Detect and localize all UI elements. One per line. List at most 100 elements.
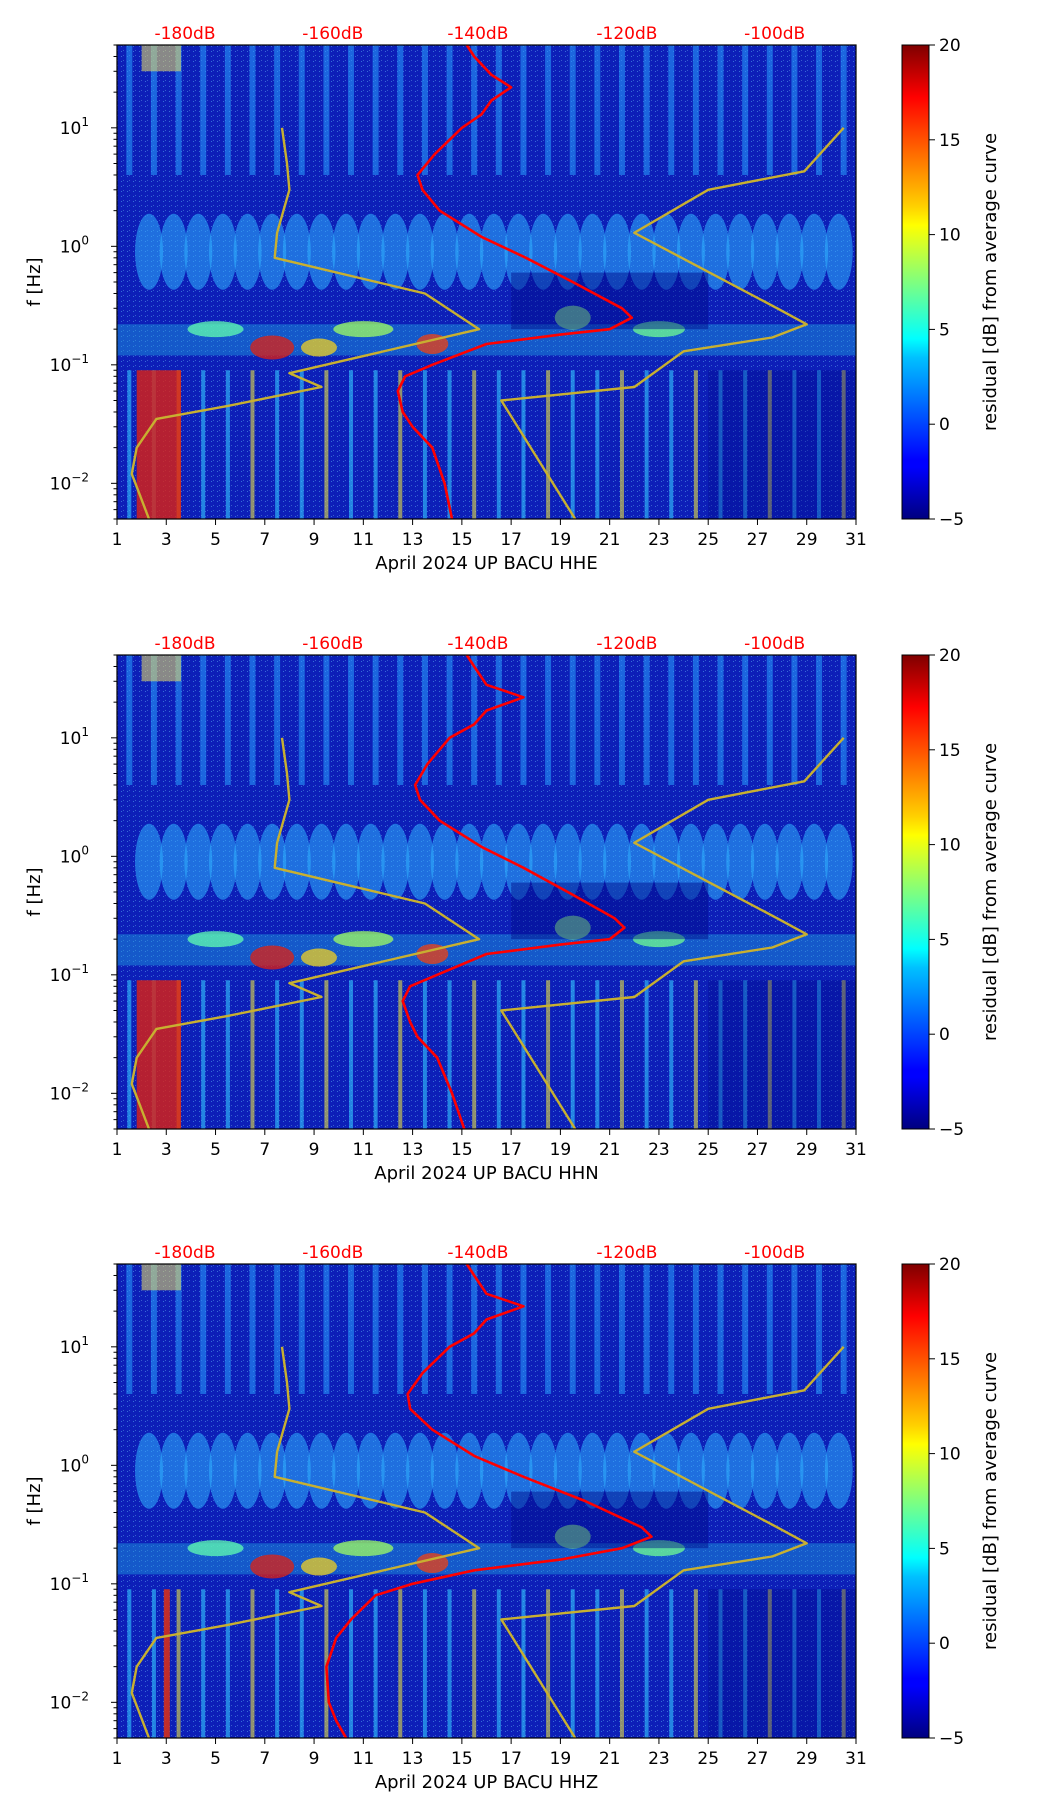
- db-scale-label: -160dB: [302, 1243, 363, 1263]
- x-tick-label: 5: [210, 1140, 221, 1160]
- colorbar-tick-label: 10: [939, 836, 961, 856]
- colorbar: 20 15 10 5 0 −5 residual [dB] from average cur…: [901, 36, 1001, 530]
- x-tick-label: 23: [648, 1140, 670, 1160]
- colorbar-tick-label: 20: [939, 646, 961, 666]
- noise-model-lower-curve: [130, 1346, 481, 1738]
- x-tick-label: 1: [112, 530, 123, 550]
- colorbar-label: residual [dB] from average curve: [980, 1352, 1001, 1650]
- x-tick-label: 9: [309, 1140, 320, 1160]
- x-tick-label: 3: [161, 1749, 172, 1769]
- x-tick-label: 25: [697, 1749, 719, 1769]
- x-tick-label: 27: [747, 1749, 769, 1769]
- colorbar-gradient: [901, 654, 930, 1130]
- x-axis-label: April 2024 UP BACU HHN: [374, 1163, 599, 1184]
- colorbar-tick-label: 0: [939, 1634, 950, 1654]
- x-tick-label: 7: [259, 530, 270, 550]
- colorbar-tick-label: 10: [939, 1445, 961, 1465]
- x-tick-label: 29: [796, 1140, 818, 1160]
- x-tick-label: 29: [796, 530, 818, 550]
- x-tick-label: 27: [747, 1140, 769, 1160]
- x-tick-label: 19: [550, 1140, 572, 1160]
- x-tick-label: 29: [796, 1749, 818, 1769]
- db-scale-label: -120dB: [596, 24, 657, 44]
- db-scale-label: -180dB: [154, 634, 215, 654]
- y-tick-label: 101: [60, 115, 89, 139]
- colorbar-tick-label: 20: [939, 36, 961, 56]
- colorbar-tick-label: 10: [939, 226, 961, 246]
- spectrogram-image: [117, 655, 856, 1129]
- y-tick-label: 100: [60, 1452, 89, 1476]
- x-tick-label: 15: [451, 1749, 473, 1769]
- x-tick-label: 19: [550, 1749, 572, 1769]
- x-tick-label: 1: [112, 1749, 123, 1769]
- x-tick-label: 5: [210, 530, 221, 550]
- db-scale-label: -160dB: [302, 24, 363, 44]
- x-tick-label: 9: [309, 1749, 320, 1769]
- colorbar-tick-label: −5: [939, 1120, 964, 1140]
- y-tick-label: 100: [60, 233, 89, 257]
- x-tick-label: 7: [259, 1749, 270, 1769]
- x-tick-label: 3: [161, 1140, 172, 1160]
- x-tick-label: 13: [402, 1140, 424, 1160]
- colorbar-tick-label: 20: [939, 1255, 961, 1275]
- colorbar-tick-label: 5: [939, 1539, 950, 1559]
- x-tick-label: 17: [500, 1749, 522, 1769]
- noise-model-upper-curve: [500, 126, 845, 519]
- db-scale-label: -120dB: [596, 634, 657, 654]
- y-tick-label: 10−1: [50, 962, 89, 986]
- y-axis-label: f [Hz]: [24, 1476, 45, 1525]
- db-scale-label: -140dB: [447, 1243, 508, 1263]
- colorbar-gradient: [901, 44, 930, 520]
- x-tick-label: 3: [161, 530, 172, 550]
- x-tick-label: 31: [845, 530, 867, 550]
- x-tick-label: 15: [451, 1140, 473, 1160]
- x-tick-label: 1: [112, 1140, 123, 1160]
- x-tick-label: 21: [599, 1140, 621, 1160]
- x-tick-label: 9: [309, 530, 320, 550]
- db-scale-label: -100dB: [744, 634, 805, 654]
- colorbar-tick-label: 0: [939, 415, 950, 435]
- x-tick-label: 17: [500, 530, 522, 550]
- y-tick-label: 100: [60, 843, 89, 867]
- noise-model-upper-curve: [500, 736, 845, 1129]
- db-scale-label: -100dB: [744, 24, 805, 44]
- x-tick-label: 25: [697, 530, 719, 550]
- y-tick-label: 10−1: [50, 352, 89, 376]
- colorbar-tick-label: −5: [939, 510, 964, 530]
- x-tick-label: 17: [500, 1140, 522, 1160]
- db-scale-label: -100dB: [744, 1243, 805, 1263]
- x-tick-label: 11: [353, 530, 375, 550]
- db-scale-label: -140dB: [447, 634, 508, 654]
- y-tick-label: 101: [60, 725, 89, 749]
- colorbar-label: residual [dB] from average curve: [980, 743, 1001, 1041]
- x-axis-label: April 2024 UP BACU HHE: [375, 553, 597, 574]
- x-tick-label: 27: [747, 530, 769, 550]
- colorbar-tick-label: 15: [939, 131, 961, 151]
- x-axis-label: April 2024 UP BACU HHZ: [375, 1772, 598, 1793]
- noise-model-upper-curve: [500, 1345, 845, 1738]
- x-tick-label: 15: [451, 530, 473, 550]
- x-tick-label: 21: [599, 530, 621, 550]
- colorbar-tick-label: 5: [939, 930, 950, 950]
- colorbar-tick-label: 15: [939, 1350, 961, 1370]
- y-axis-label: f [Hz]: [24, 257, 45, 306]
- x-tick-label: 31: [845, 1749, 867, 1769]
- db-scale-label: -140dB: [447, 24, 508, 44]
- x-tick-label: 11: [353, 1749, 375, 1769]
- spectrogram-image: [117, 1264, 856, 1738]
- x-tick-label: 23: [648, 530, 670, 550]
- db-scale-label: -180dB: [154, 1243, 215, 1263]
- colorbar: 20 15 10 5 0 −5 residual [dB] from average cur…: [901, 646, 1001, 1140]
- x-tick-label: 13: [402, 530, 424, 550]
- y-tick-label: 10−2: [50, 1689, 89, 1713]
- x-tick-label: 21: [599, 1749, 621, 1769]
- x-tick-label: 5: [210, 1749, 221, 1769]
- colorbar-label: residual [dB] from average curve: [980, 133, 1001, 431]
- x-tick-label: 13: [402, 1749, 424, 1769]
- noise-model-lower-curve: [130, 737, 481, 1129]
- colorbar-tick-label: 5: [939, 320, 950, 340]
- y-axis-label: f [Hz]: [24, 867, 45, 916]
- y-tick-label: 10−2: [50, 470, 89, 494]
